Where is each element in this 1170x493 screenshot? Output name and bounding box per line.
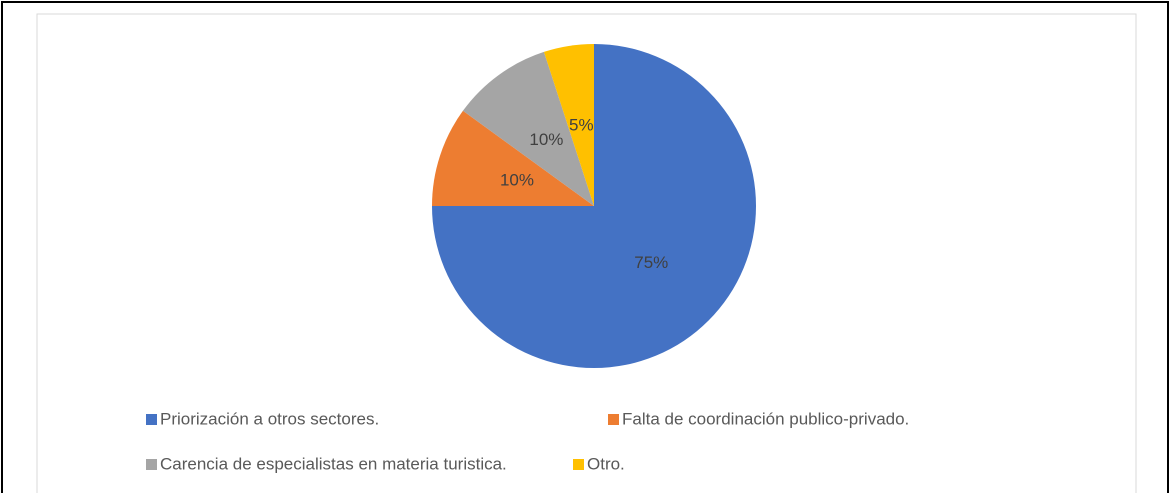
legend-swatch bbox=[608, 414, 619, 425]
chart-frame bbox=[36, 13, 1137, 493]
legend-label: Falta de coordinación publico-privado. bbox=[622, 409, 909, 428]
pie-slice bbox=[543, 44, 594, 206]
data-label: 5% bbox=[569, 115, 594, 134]
data-label: 10% bbox=[529, 130, 563, 149]
legend-label: Otro. bbox=[587, 454, 625, 473]
legend-label: Carencia de especialistas en materia tur… bbox=[160, 454, 507, 473]
pie-slice bbox=[432, 110, 594, 206]
legend-swatch bbox=[573, 459, 584, 470]
data-label: 75% bbox=[634, 253, 668, 272]
legend-label: Priorización a otros sectores. bbox=[160, 409, 379, 428]
pie-slice bbox=[462, 51, 594, 206]
data-label: 10% bbox=[500, 170, 534, 189]
legend-swatch bbox=[146, 414, 157, 425]
legend-swatch bbox=[146, 459, 157, 470]
